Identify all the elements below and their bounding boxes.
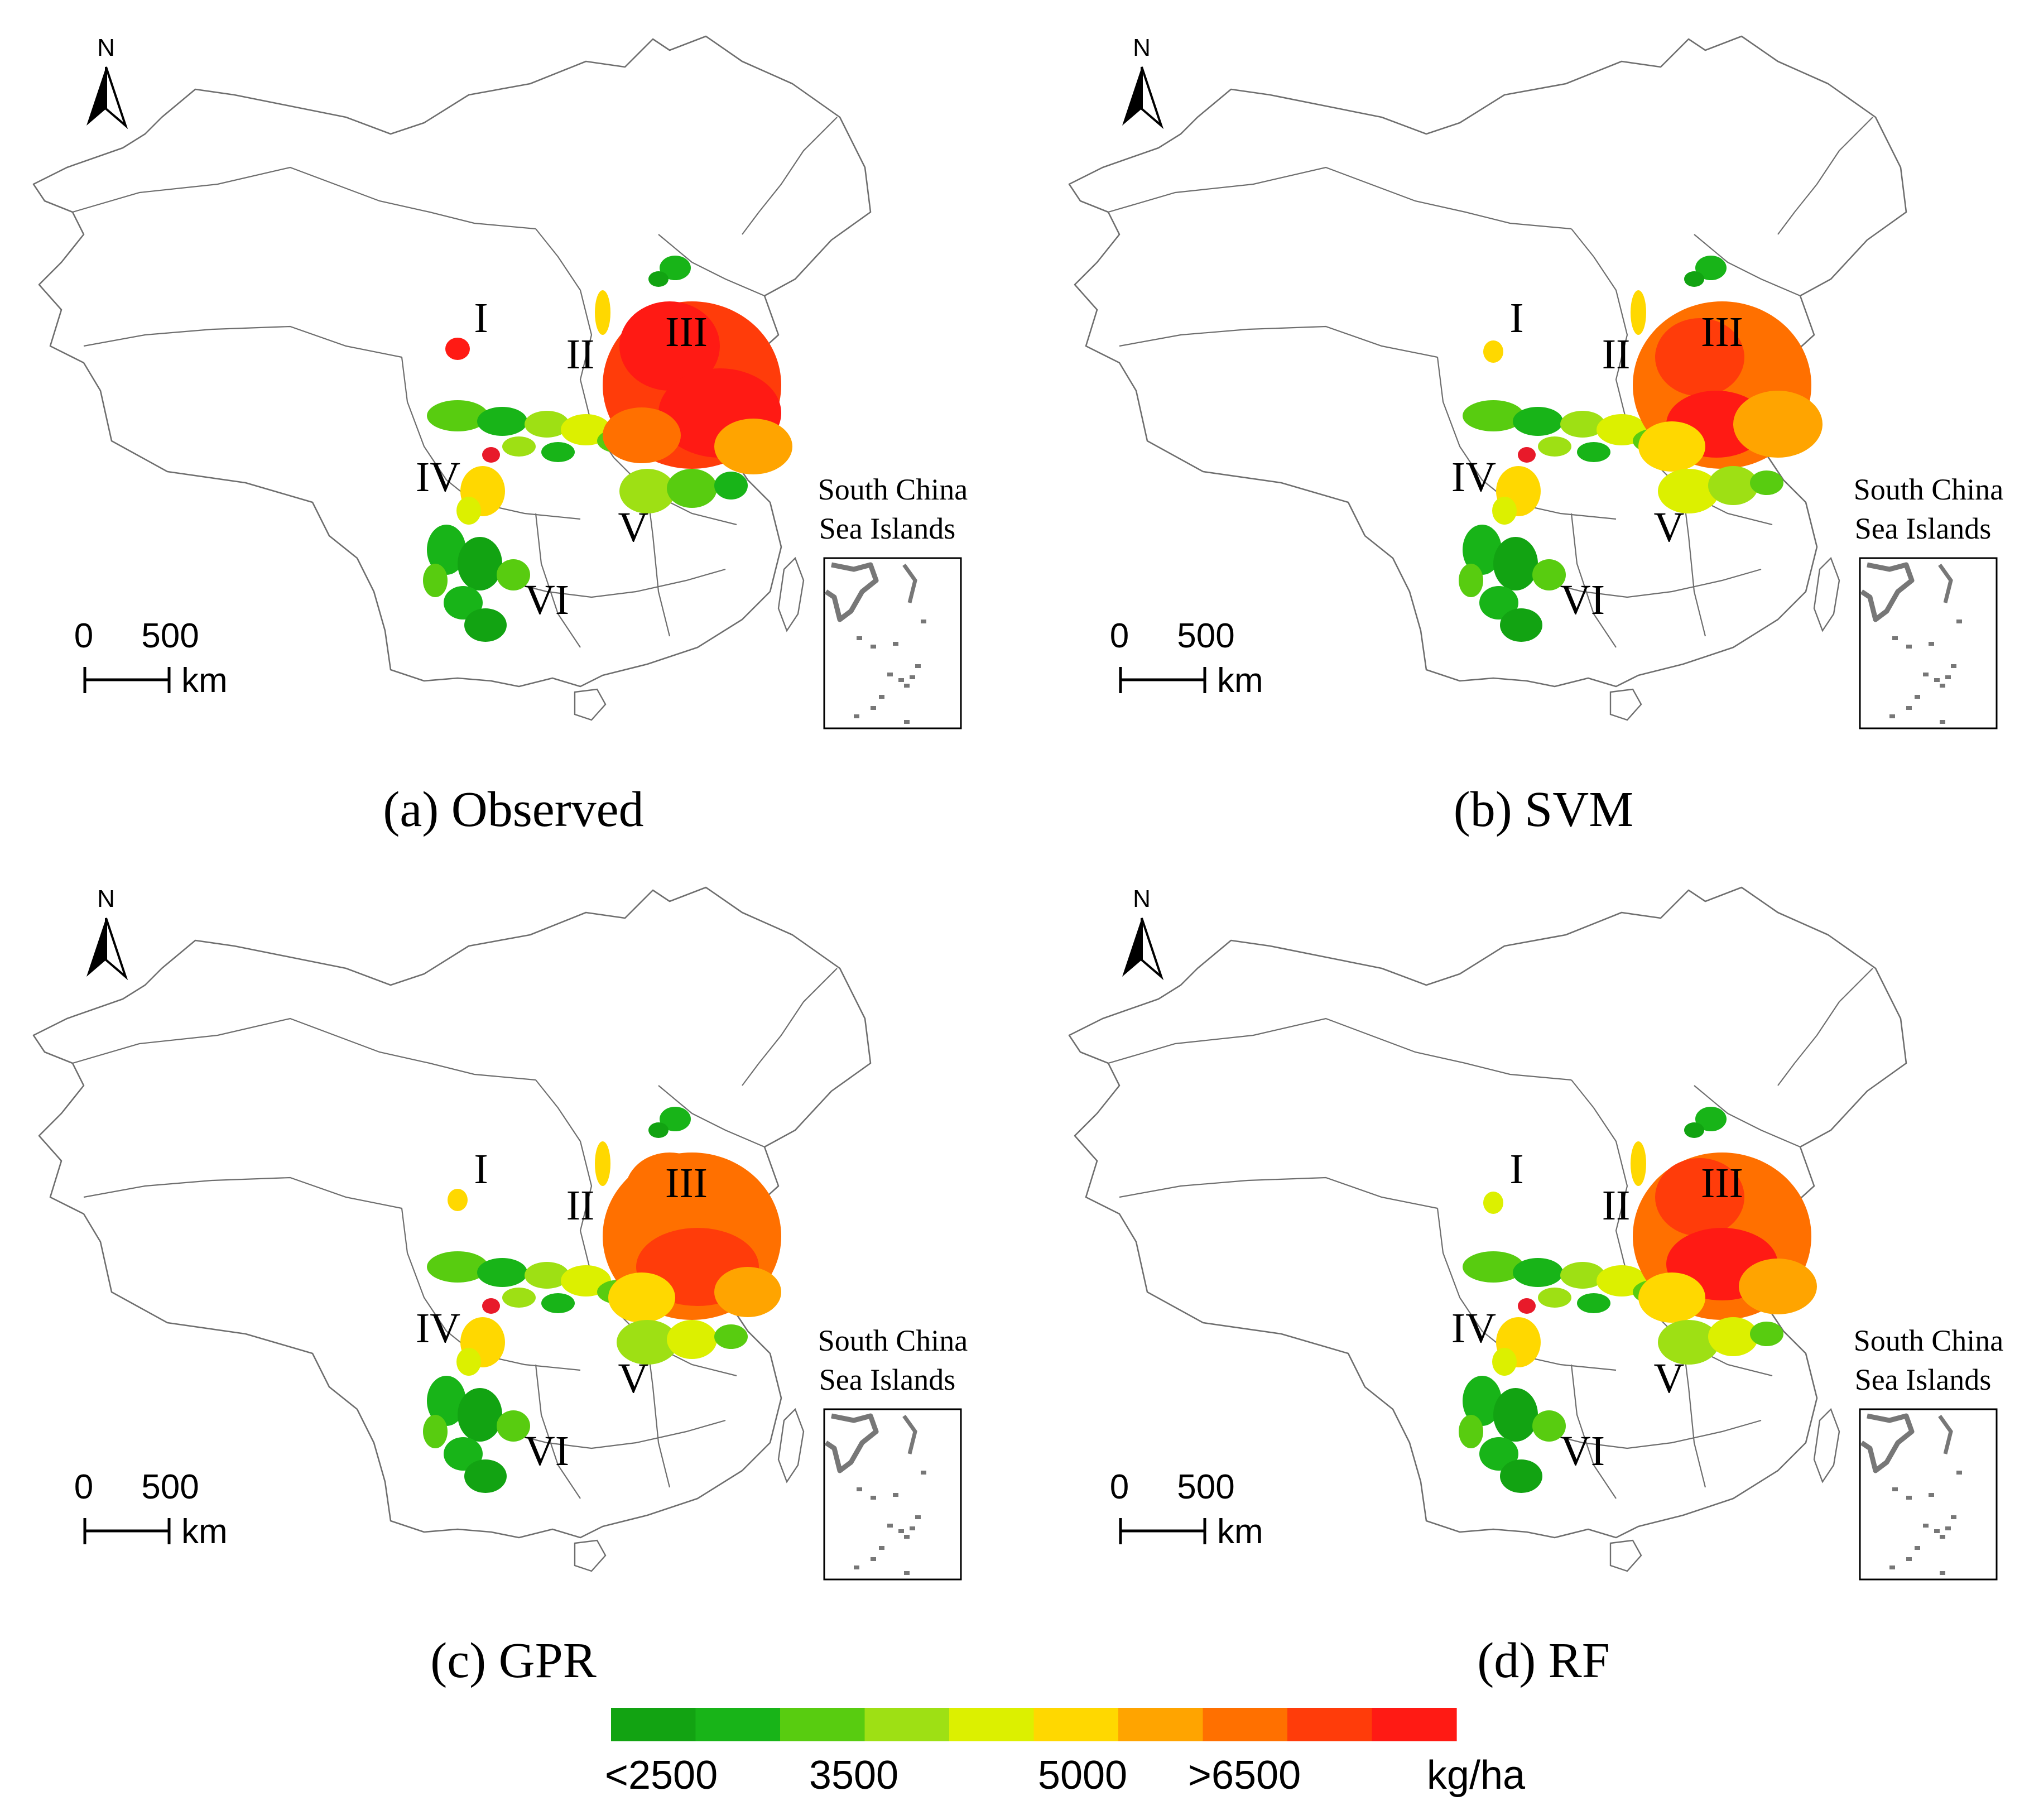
legend-swatch: [1203, 1708, 1288, 1741]
region-label-v: V: [618, 1355, 649, 1402]
panel-caption: (c) GPR: [430, 1633, 596, 1688]
panel-caption: (d) RF: [1477, 1633, 1610, 1688]
region-label-ii: II: [1602, 331, 1631, 378]
region-label-i: I: [1509, 1146, 1523, 1193]
legend-swatch: [1372, 1708, 1457, 1741]
north-arrow-icon: [1122, 66, 1164, 129]
inset-south-china-sea: [823, 1408, 962, 1581]
scale-bar-unit: km: [1217, 661, 1263, 700]
region-iii-prediction-rf: [1483, 1141, 1817, 1365]
legend-swatch: [611, 1708, 696, 1741]
scale-bar: [83, 667, 171, 693]
scale-bar-value: 500: [141, 617, 199, 655]
north-arrow-icon: [1122, 918, 1164, 981]
inset-title-line2: Sea Islands: [819, 512, 955, 545]
inset-title-line1: South China: [818, 473, 968, 506]
inset-south-china-sea: [823, 557, 962, 729]
north-arrow-icon: [86, 66, 128, 129]
region-label-vi: VI: [1560, 577, 1605, 623]
legend-label-2500: <2500: [605, 1753, 718, 1798]
scale-bar: [83, 1518, 171, 1544]
region-label-ii: II: [566, 1182, 595, 1229]
region-iii-prediction-svm: [1483, 290, 1823, 513]
scale-bar-value: 500: [1177, 617, 1234, 655]
panel-caption: (b) SVM: [1454, 782, 1634, 837]
region-label-iii: III: [1701, 1160, 1743, 1207]
legend-label-5000: 5000: [1038, 1753, 1127, 1798]
region-label-ii: II: [566, 331, 595, 378]
region-label-ii: II: [1602, 1182, 1631, 1229]
scale-bar-zero: 0: [74, 617, 93, 655]
panel-caption: (a) Observed: [383, 782, 643, 837]
inset-title-line1: South China: [1854, 473, 2004, 506]
legend-swatch: [695, 1708, 781, 1741]
region-label-iv: IV: [1451, 454, 1496, 501]
legend-swatch: [864, 1708, 950, 1741]
legend-label-6500: >6500: [1188, 1753, 1301, 1798]
legend-swatch: [780, 1708, 865, 1741]
region-label-i: I: [474, 1146, 488, 1193]
legend-swatch: [949, 1708, 1035, 1741]
region-label-iv: IV: [416, 454, 460, 501]
legend-swatch: [1033, 1708, 1119, 1741]
north-label: N: [1133, 885, 1151, 913]
scale-bar: [1119, 667, 1206, 693]
panel-a: [32, 35, 872, 721]
legend-unit: kg/ha: [1427, 1753, 1526, 1798]
region-label-iv: IV: [416, 1305, 460, 1352]
scale-bar-value: 500: [141, 1468, 199, 1506]
region-iii-prediction-gpr: [448, 1141, 781, 1365]
panel-d: [1068, 886, 1907, 1572]
legend-label-3500: 3500: [809, 1753, 898, 1798]
inset-title-line1: South China: [818, 1324, 968, 1357]
region-label-iii: III: [665, 309, 708, 356]
region-label-v: V: [1654, 1355, 1685, 1402]
region-label-iii: III: [1701, 309, 1743, 356]
region-label-v: V: [1654, 504, 1685, 551]
legend-color-bar: [611, 1708, 1457, 1741]
region-label-vi: VI: [525, 1428, 569, 1475]
region-label-iv: IV: [1451, 1305, 1496, 1352]
region-label-i: I: [1509, 295, 1523, 342]
north-arrow-icon: [86, 918, 128, 981]
legend-swatch: [1287, 1708, 1373, 1741]
inset-title-line2: Sea Islands: [1855, 512, 1991, 545]
region-label-vi: VI: [525, 577, 569, 623]
scale-bar-zero: 0: [1110, 617, 1129, 655]
north-label: N: [1133, 34, 1151, 61]
panel-b: [1068, 35, 1907, 721]
inset-title-line2: Sea Islands: [1855, 1363, 1991, 1396]
scale-bar-zero: 0: [1110, 1468, 1129, 1506]
inset-title-line1: South China: [1854, 1324, 2004, 1357]
scale-bar-unit: km: [181, 1512, 228, 1551]
scale-bar-zero: 0: [74, 1468, 93, 1506]
region-label-v: V: [618, 504, 649, 551]
panel-c: [32, 886, 872, 1572]
region-label-vi: VI: [1560, 1428, 1605, 1475]
scale-bar: [1119, 1518, 1206, 1544]
scale-bar-value: 500: [1177, 1468, 1234, 1506]
legend: <2500 3500 5000 >6500 kg/ha: [605, 1708, 1526, 1798]
north-label: N: [97, 34, 115, 61]
legend-swatch: [1118, 1708, 1204, 1741]
inset-south-china-sea: [1859, 557, 1998, 729]
inset-title-line2: Sea Islands: [819, 1363, 955, 1396]
scale-bar-unit: km: [181, 661, 228, 700]
region-iii-hotspot: [445, 290, 792, 513]
region-label-iii: III: [665, 1160, 708, 1207]
scale-bar-unit: km: [1217, 1512, 1263, 1551]
inset-south-china-sea: [1859, 1408, 1998, 1581]
region-label-i: I: [474, 295, 488, 342]
north-label: N: [97, 885, 115, 913]
